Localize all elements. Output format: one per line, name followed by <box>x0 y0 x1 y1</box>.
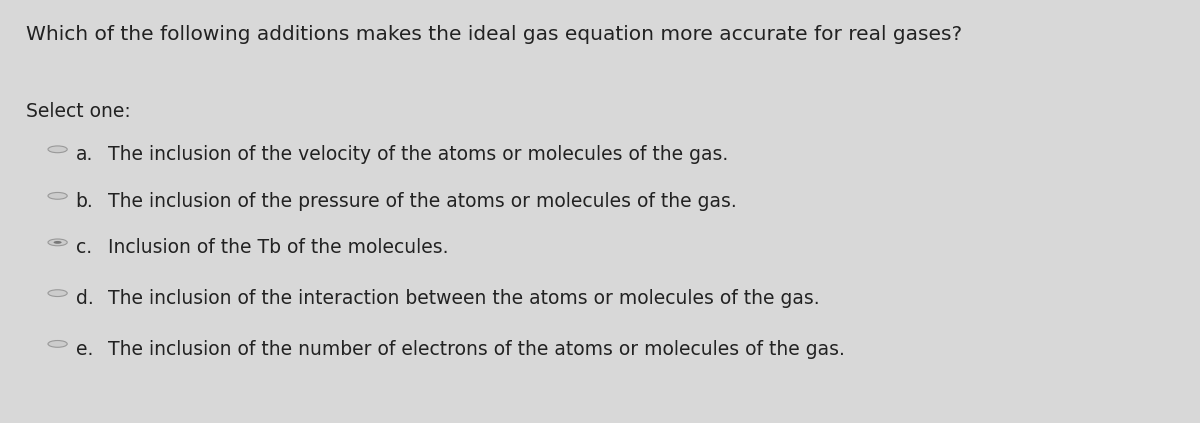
Circle shape <box>54 241 61 244</box>
Text: e.: e. <box>76 340 92 359</box>
Text: The inclusion of the pressure of the atoms or molecules of the gas.: The inclusion of the pressure of the ato… <box>108 192 737 211</box>
Text: a.: a. <box>76 145 92 164</box>
Circle shape <box>48 146 67 153</box>
Circle shape <box>48 341 67 347</box>
Text: The inclusion of the number of electrons of the atoms or molecules of the gas.: The inclusion of the number of electrons… <box>108 340 845 359</box>
Circle shape <box>48 290 67 297</box>
Circle shape <box>48 239 67 246</box>
Text: The inclusion of the velocity of the atoms or molecules of the gas.: The inclusion of the velocity of the ato… <box>108 145 728 164</box>
Text: Which of the following additions makes the ideal gas equation more accurate for : Which of the following additions makes t… <box>26 25 962 44</box>
Text: Inclusion of the Tb of the molecules.: Inclusion of the Tb of the molecules. <box>108 238 449 257</box>
Circle shape <box>48 192 67 199</box>
Text: c.: c. <box>76 238 91 257</box>
Text: d.: d. <box>76 289 94 308</box>
Text: Select one:: Select one: <box>26 102 131 121</box>
Text: The inclusion of the interaction between the atoms or molecules of the gas.: The inclusion of the interaction between… <box>108 289 820 308</box>
Text: b.: b. <box>76 192 94 211</box>
